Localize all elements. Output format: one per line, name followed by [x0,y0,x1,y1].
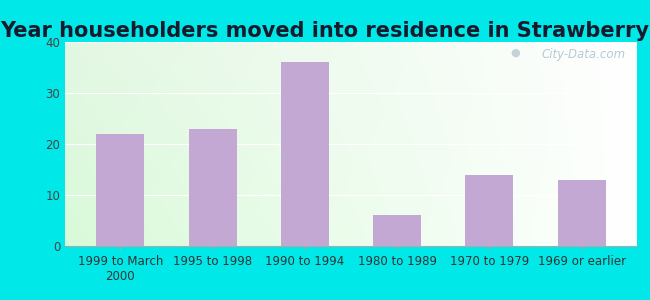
Bar [465,175,514,246]
Bar [188,129,237,246]
Text: ●: ● [510,48,520,58]
Bar [96,134,144,246]
Bar [558,180,606,246]
Bar [281,62,329,246]
Text: City-Data.com: City-Data.com [541,48,625,61]
Bar [373,215,421,246]
Text: Year householders moved into residence in Strawberry: Year householders moved into residence i… [1,21,649,41]
